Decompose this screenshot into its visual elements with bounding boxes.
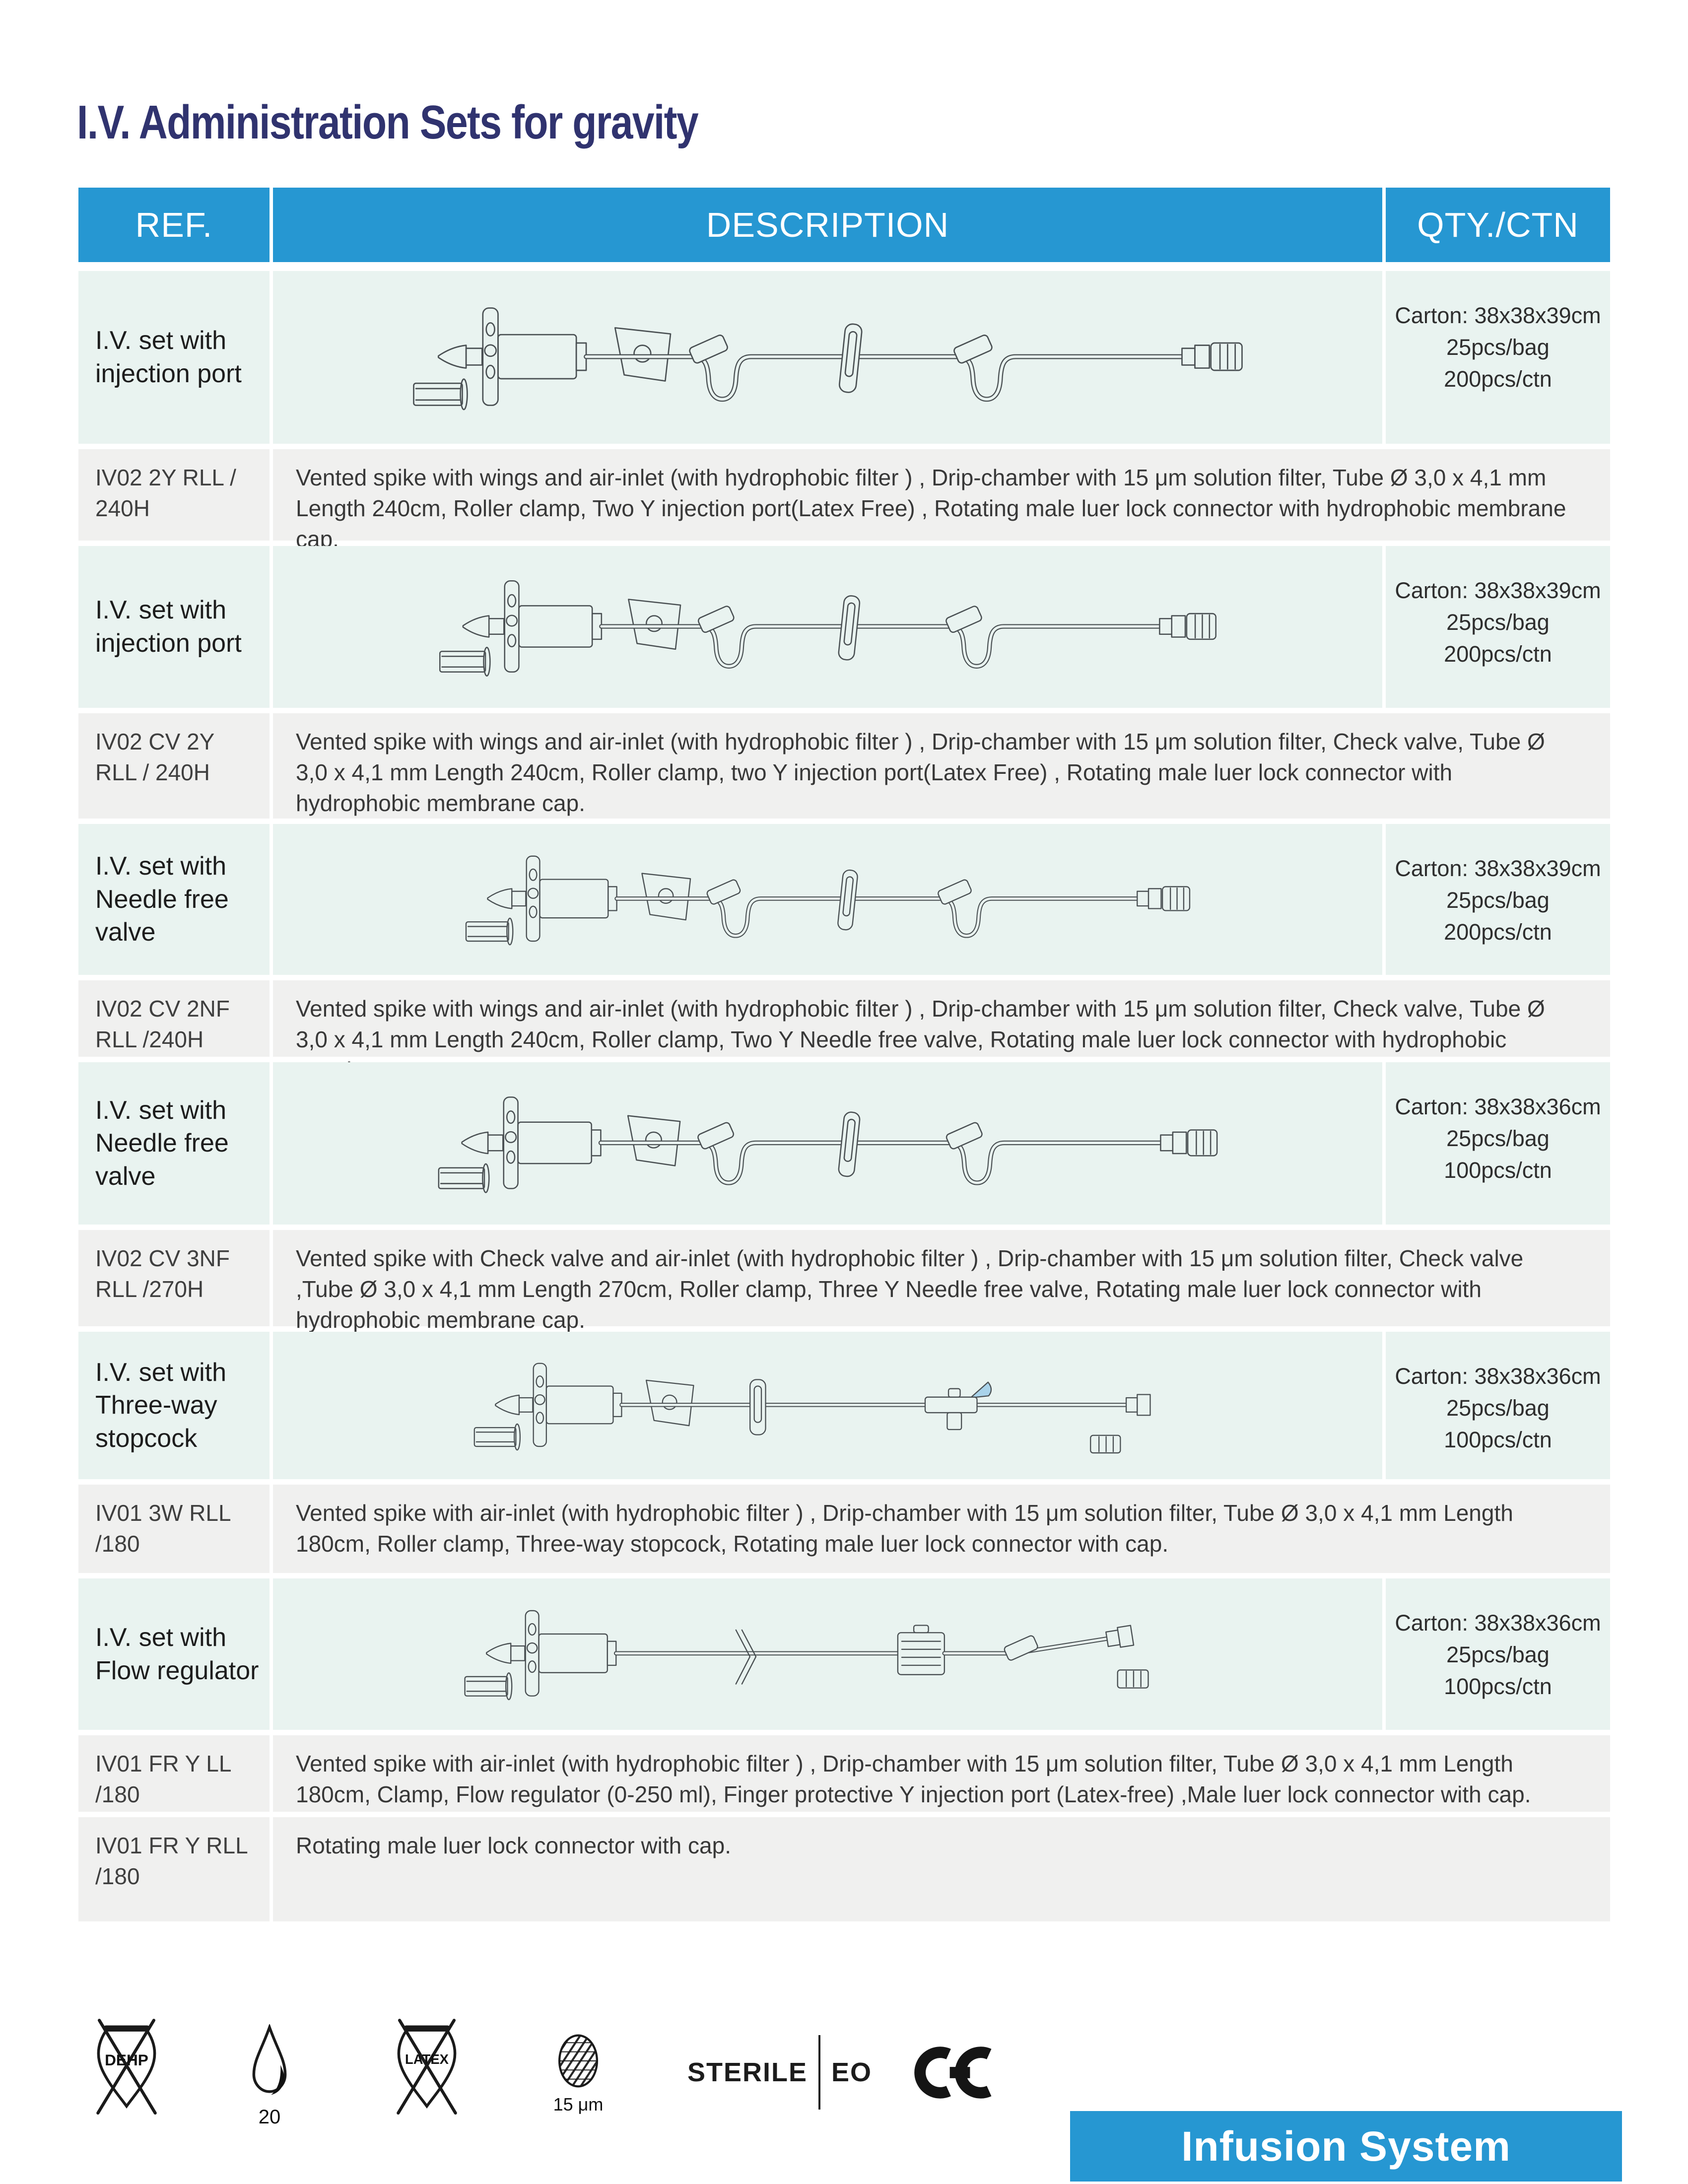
qty-cell: Carton: 38x38x39cm 25pcs/bag 200pcs/ctn [1386, 546, 1610, 708]
svg-text:LATEX: LATEX [405, 2051, 449, 2067]
bag-qty: 25pcs/bag [1446, 1641, 1550, 1667]
product-label: I.V. set with injection port [78, 546, 270, 708]
product-description-row: IV01 3W RLL /180 Vented spike with air-i… [78, 1485, 1610, 1573]
ce-mark-icon [914, 2047, 992, 2099]
product-visual-row: I.V. set with injection port Carton: 38x… [78, 546, 1610, 708]
product-visual-row: I.V. set with Needle free valve Carton: … [78, 824, 1610, 975]
product-drawing-cell [273, 824, 1382, 975]
drop-icon [252, 2023, 287, 2095]
product-label: I.V. set with injection port [78, 271, 270, 444]
iv-set-stopcock-drawing [290, 1341, 1366, 1470]
qty-cell: Carton: 38x38x36cm 25pcs/bag 100pcs/ctn [1386, 1578, 1610, 1730]
carton-size: Carton: 38x38x39cm [1395, 856, 1601, 881]
product-drawing-cell [273, 271, 1382, 444]
product-visual-row: I.V. set with Flow regulator Carton: 38x… [78, 1578, 1610, 1730]
svg-text:DEHP: DEHP [105, 2051, 148, 2069]
description-text: Vented spike with Check valve and air-in… [273, 1230, 1610, 1333]
sterile-label: STERILE [687, 2057, 808, 2087]
description-text: Vented spike with wings and air-inlet (w… [273, 449, 1610, 552]
drop-count-label: 20 [258, 2106, 281, 2128]
ref-code: IV01 3W RLL /180 [78, 1485, 270, 1573]
ctn-qty: 200pcs/ctn [1444, 366, 1552, 392]
product-description-row: IV02 CV 2NF RLL /240H Vented spike with … [78, 980, 1610, 1083]
sterile-divider [818, 2035, 821, 2110]
carton-size: Carton: 38x38x36cm [1395, 1610, 1601, 1636]
ref-code: IV01 FR Y LL /180 [78, 1735, 270, 1812]
iv-set-drawing [290, 833, 1366, 966]
ref-code: IV02 CV 2Y RLL / 240H [78, 713, 270, 819]
qty-cell: Carton: 38x38x36cm 25pcs/bag 100pcs/ctn [1386, 1062, 1610, 1225]
filter-symbol: 15 μm [546, 2031, 610, 2115]
product-label: I.V. set with Needle free valve [78, 824, 270, 975]
sterile-eo-symbol: STERILE EO [687, 2035, 872, 2110]
description-text: Vented spike with air-inlet (with hydrop… [273, 1485, 1610, 1573]
filter-mesh-icon [558, 2034, 599, 2088]
header-ref: REF. [78, 188, 270, 262]
product-description-row: IV01 FR Y LL /180 Vented spike with air-… [78, 1735, 1610, 1812]
description-text: Rotating male luer lock connector with c… [273, 1817, 1610, 1921]
description-text: Vented spike with wings and air-inlet (w… [273, 713, 1610, 819]
filter-size-label: 15 μm [553, 2094, 604, 2115]
product-visual-row: I.V. set with injection port Carton: 38x… [78, 271, 1610, 444]
iv-set-flow-regulator-drawing [290, 1587, 1366, 1720]
ref-code: IV02 CV 3NF RLL /270H [78, 1230, 270, 1326]
product-drawing-cell [273, 1332, 1382, 1479]
product-visual-row: I.V. set with Three-way stopcock Carton:… [78, 1332, 1610, 1479]
iv-set-drawing [290, 1072, 1366, 1215]
bag-qty: 25pcs/bag [1446, 1125, 1550, 1151]
product-description-row: IV02 CV 3NF RLL /270H Vented spike with … [78, 1230, 1610, 1333]
header-description: DESCRIPTION [273, 188, 1382, 262]
iv-set-drawing [290, 556, 1366, 698]
product-label: I.V. set with Three-way stopcock [78, 1332, 270, 1479]
product-drawing-cell [273, 1578, 1382, 1730]
carton-size: Carton: 38x38x36cm [1395, 1094, 1601, 1119]
carton-size: Carton: 38x38x39cm [1395, 303, 1601, 328]
ref-code: IV02 2Y RLL / 240H [78, 449, 270, 541]
bag-qty: 25pcs/bag [1446, 334, 1550, 360]
eo-label: EO [831, 2057, 873, 2087]
ctn-qty: 100pcs/ctn [1444, 1427, 1552, 1452]
ctn-qty: 200pcs/ctn [1444, 641, 1552, 667]
carton-size: Carton: 38x38x36cm [1395, 1364, 1601, 1389]
qty-cell: Carton: 38x38x36cm 25pcs/bag 100pcs/ctn [1386, 1332, 1610, 1479]
product-label: I.V. set with Needle free valve [78, 1062, 270, 1225]
header-qty: QTY./CTN [1386, 188, 1610, 262]
product-drawing-cell [273, 1062, 1382, 1225]
infusion-system-banner: Infusion System [1070, 2111, 1622, 2182]
bag-qty: 25pcs/bag [1446, 887, 1550, 913]
table-header-row: REF. DESCRIPTION QTY./CTN [78, 188, 1610, 262]
description-text: Vented spike with wings and air-inlet (w… [273, 980, 1610, 1083]
iv-set-drawing [290, 281, 1366, 433]
latex-free-icon: LATEX [397, 2019, 457, 2115]
product-description-row: IV02 2Y RLL / 240H Vented spike with win… [78, 449, 1610, 552]
ctn-qty: 100pcs/ctn [1444, 1157, 1552, 1183]
qty-cell: Carton: 38x38x39cm 25pcs/bag 200pcs/ctn [1386, 824, 1610, 975]
ref-code: IV01 FR Y RLL /180 [78, 1817, 270, 1921]
ctn-qty: 200pcs/ctn [1444, 919, 1552, 945]
bag-qty: 25pcs/bag [1446, 1395, 1550, 1421]
ref-code: IV02 CV 2NF RLL /240H [78, 980, 270, 1057]
description-text: Vented spike with air-inlet (with hydrop… [273, 1735, 1610, 1812]
product-description-row: IV02 CV 2Y RLL / 240H Vented spike with … [78, 713, 1610, 819]
drop-symbol: 20 [242, 2023, 297, 2128]
product-drawing-cell [273, 546, 1382, 708]
product-label: I.V. set with Flow regulator [78, 1578, 270, 1730]
page-title: I.V. Administration Sets for gravity [77, 96, 699, 149]
ce-mark-symbol [901, 2029, 995, 2118]
qty-cell: Carton: 38x38x39cm 25pcs/bag 200pcs/ctn [1386, 271, 1610, 444]
dehp-free-symbol: DEHP [89, 2016, 164, 2121]
carton-size: Carton: 38x38x39cm [1395, 578, 1601, 603]
ctn-qty: 100pcs/ctn [1444, 1673, 1552, 1699]
dehp-free-icon: DEHP [96, 2019, 157, 2115]
products-table: REF. DESCRIPTION QTY./CTN I.V. set with … [78, 188, 1610, 1927]
product-description-row: IV01 FR Y RLL /180 Rotating male luer lo… [78, 1817, 1610, 1921]
latex-free-symbol: LATEX [387, 2016, 467, 2121]
certification-symbols: DEHP 20 LATEX [89, 2014, 1082, 2128]
product-visual-row: I.V. set with Needle free valve Carton: … [78, 1062, 1610, 1225]
bag-qty: 25pcs/bag [1446, 609, 1550, 635]
